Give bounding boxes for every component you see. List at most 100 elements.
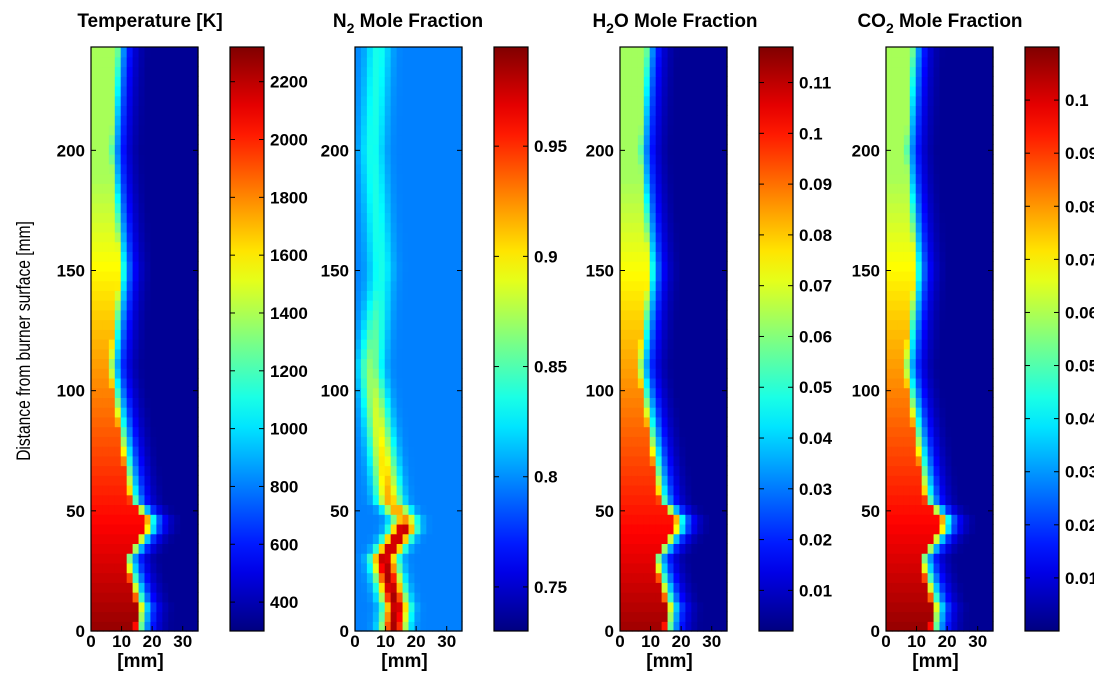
heatmap-field (91, 47, 199, 632)
colorbar-tick-label: 1800 (270, 188, 308, 207)
axes-frame (354, 46, 463, 632)
colorbar-tick-label: 0.03 (1065, 463, 1094, 482)
colorbar-tick-label: 0.9 (534, 247, 558, 266)
x-tick-label: 20 (672, 632, 691, 651)
y-tick-label: 200 (586, 141, 614, 160)
y-tick-label: 100 (57, 382, 85, 401)
x-tick-label: 0 (350, 632, 359, 651)
colorbar-tick-label: 2000 (270, 131, 308, 150)
colorbar-tick-label: 0.02 (1065, 516, 1094, 535)
colorbar-gradient (493, 46, 529, 632)
y-tick-label: 50 (66, 502, 85, 521)
panel-n2: N2 Mole Fraction 0 10 20 30 0 50 100 150 200 [mm]… (321, 11, 567, 672)
x-tick-label: 30 (968, 632, 987, 651)
y-tick-label: 50 (861, 502, 880, 521)
colorbar-tick-label: 0.11 (799, 74, 831, 93)
y-tick-label: 0 (76, 622, 85, 641)
x-tick-label: 20 (407, 632, 426, 651)
panel-title: Temperature [K] (77, 11, 222, 32)
panel-title: CO2 Mole Fraction (857, 11, 1022, 36)
colorbar-tick-label: 1200 (270, 362, 308, 381)
title-main: N (333, 11, 347, 32)
axes: 0 10 20 30 0 50 100 150 200 [mm] (852, 46, 994, 672)
y-tick-label: 50 (330, 502, 349, 521)
colorbar-tick-label: 1600 (270, 246, 308, 265)
x-tick-label: 30 (702, 632, 721, 651)
title-subscript: 2 (606, 20, 614, 36)
colorbar-tick-label: 0.04 (799, 429, 833, 448)
y-tick-label: 0 (871, 622, 880, 641)
y-tick-label: 0 (605, 622, 614, 641)
colorbar-tick-label: 0.07 (1065, 250, 1094, 269)
y-tick-label: 150 (586, 262, 614, 281)
axes: 0 10 20 30 0 50 100 150 200 [mm] (321, 46, 463, 672)
axes-frame (885, 46, 994, 632)
colorbar-gradient (758, 46, 794, 632)
x-tick-label: 10 (641, 632, 660, 651)
x-axis-label: [mm] (912, 651, 958, 672)
colorbar-tick-label: 0.03 (799, 480, 832, 499)
colorbar-tick-label: 0.08 (1065, 197, 1094, 216)
y-tick-label: 200 (321, 141, 349, 160)
colorbar-tick-label: 0.05 (799, 378, 832, 397)
colorbar-tick-label: 0.75 (534, 578, 567, 597)
y-axis-label: Distance from burner surface [mm] (13, 221, 35, 461)
colorbar-tick-label: 0.01 (799, 581, 832, 600)
x-tick-label: 10 (376, 632, 395, 651)
y-tick-label: 150 (321, 262, 349, 281)
y-tick-label: 200 (57, 141, 85, 160)
heatmap-field (355, 47, 463, 632)
heatmap-field (886, 47, 994, 632)
y-tick-label: 50 (595, 502, 614, 521)
x-axis-label: [mm] (381, 651, 427, 672)
colorbar-tick-label: 0.85 (534, 358, 567, 377)
colorbar-tick-label: 0.01 (1065, 569, 1094, 588)
y-tick-label: 200 (852, 141, 880, 160)
x-tick-label: 20 (143, 632, 162, 651)
title-rest: O Mole Fraction (614, 11, 758, 32)
panel-title: H2O Mole Fraction (592, 11, 757, 36)
colorbar-tick-label: 0.1 (1065, 91, 1089, 110)
colorbar-tick-label: 0.95 (534, 137, 567, 156)
y-tick-label: 0 (340, 622, 349, 641)
title-subscript: 2 (347, 20, 355, 36)
y-tick-label: 100 (852, 382, 880, 401)
title-main: H (592, 11, 606, 32)
axes-frame (90, 46, 199, 632)
x-tick-label: 30 (173, 632, 192, 651)
colorbar: 400 600 800 1000 1200 1400 1600 1800 2000 2200 (229, 46, 308, 632)
colorbar-tick-label: 1000 (270, 420, 308, 439)
colorbar-tick-label: 1400 (270, 304, 308, 323)
y-tick-label: 150 (57, 262, 85, 281)
y-tick-label: 100 (321, 382, 349, 401)
panel-title: N2 Mole Fraction (333, 11, 483, 36)
title-rest: Mole Fraction (354, 11, 483, 32)
heatmap-field (620, 47, 728, 632)
x-tick-label: 10 (112, 632, 131, 651)
colorbar-tick-label: 0.07 (799, 277, 832, 296)
colorbar-tick-label: 400 (270, 593, 298, 612)
colorbar-tick-label: 0.02 (799, 531, 832, 550)
panel-co2: CO2 Mole Fraction 0 10 20 30 0 50 100 150 200 [mm… (852, 11, 1094, 672)
title-main: CO (857, 11, 886, 32)
colorbar-gradient (229, 46, 265, 632)
colorbar-tick-label: 0.09 (799, 175, 832, 194)
x-tick-label: 30 (437, 632, 456, 651)
title-rest: Mole Fraction (894, 11, 1023, 32)
colorbar-tick-label: 0.09 (1065, 144, 1094, 163)
axes: 0 10 20 30 0 50 100 150 200 [mm] (586, 46, 728, 672)
colorbar-tick-label: 2200 (270, 73, 308, 92)
colorbar-tick-label: 0.05 (1065, 357, 1094, 376)
x-axis-label: [mm] (117, 651, 163, 672)
colorbar: 0.01 0.02 0.03 0.04 0.05 0.06 0.07 0.08 0.09 0.1 0… (758, 46, 833, 632)
colorbar: 0.01 0.02 0.03 0.04 0.05 0.06 0.07 0.08 0.09 0.1 (1024, 46, 1094, 632)
title-subscript: 2 (886, 20, 894, 36)
colorbar-tick-label: 0.06 (799, 327, 832, 346)
colorbar-tick-label: 800 (270, 477, 298, 496)
x-tick-label: 10 (907, 632, 926, 651)
colorbar-gradient (1024, 46, 1060, 632)
colorbar-tick-label: 0.06 (1065, 303, 1094, 322)
colorbar-tick-label: 600 (270, 535, 298, 554)
x-tick-label: 0 (86, 632, 95, 651)
